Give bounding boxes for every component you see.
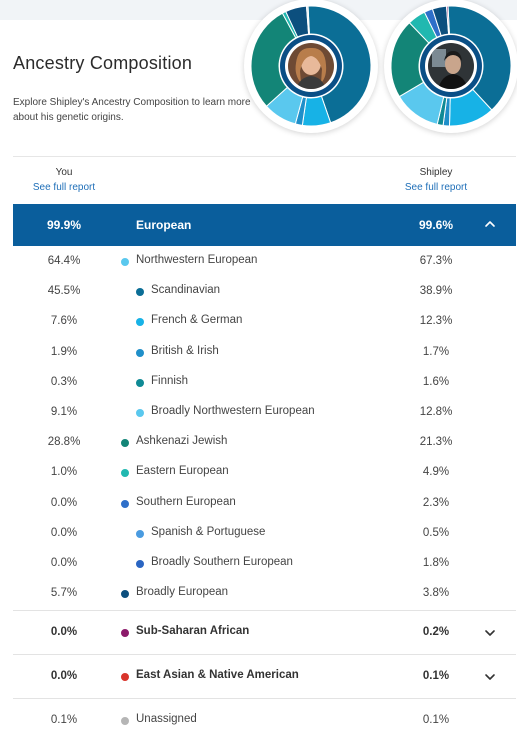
population-name: Broadly Southern European: [151, 556, 293, 568]
region-name: East Asian & Native American: [136, 669, 299, 681]
shipley-percent: 1.8%: [422, 557, 450, 569]
population-name: Broadly European: [136, 586, 229, 599]
you-percent: 0.0%: [50, 670, 78, 682]
ancestry-row[interactable]: 0.0% Broadly Southern European 1.8%: [13, 548, 516, 578]
you-column-label: You: [55, 167, 73, 178]
ancestry-row[interactable]: 0.3% Finnish 1.6%: [13, 367, 516, 397]
population-name: Ashkenazi Jewish: [136, 435, 228, 448]
you-percent: 5.7%: [50, 587, 78, 600]
shipley-percent: 0.5%: [422, 526, 450, 539]
region-dot-icon: [121, 717, 129, 725]
shipley-percent: 2.3%: [422, 496, 450, 509]
you-percent: 0.3%: [50, 375, 78, 388]
shipley-percent: 1.6%: [422, 375, 450, 388]
ancestry-row[interactable]: 1.9% British & Irish 1.7%: [13, 337, 516, 367]
population-name: French & German: [151, 314, 243, 327]
you-percent: 1.9%: [50, 345, 78, 358]
page-title: Ancestry Composition: [13, 53, 193, 73]
population-dot-icon: [121, 590, 129, 599]
shipley-percent: 38.9%: [419, 285, 453, 298]
region-row: 0.1% Unassigned 0.1%: [13, 698, 516, 740]
region-row[interactable]: 0.0% East Asian & Native American 0.1%: [13, 654, 516, 698]
shipley-full-report-link[interactable]: See full report: [404, 182, 468, 193]
region-dot-icon: [121, 629, 129, 637]
shipley-percent: 12.3%: [419, 315, 453, 328]
population-dot-icon: [121, 499, 129, 508]
population-name: Southern European: [136, 495, 236, 508]
population-dot-icon: [136, 288, 144, 297]
population-name: Eastern European: [136, 465, 229, 478]
your-avatar: [288, 43, 334, 89]
shipley-percent: 3.8%: [422, 587, 450, 600]
shipley-percent: 0.1%: [422, 670, 450, 682]
you-full-report-link[interactable]: See full report: [32, 182, 96, 193]
you-percent: 28.8%: [47, 436, 81, 449]
you-percent: 0.0%: [50, 557, 78, 569]
ancestry-row[interactable]: 5.7% Broadly European 3.8%: [13, 578, 516, 608]
shipley-ancestry-donut: [384, 0, 517, 133]
shipley-percent: 4.9%: [422, 466, 450, 479]
population-name: British & Irish: [151, 344, 219, 357]
population-dot-icon: [136, 318, 144, 327]
ancestry-row[interactable]: 28.8% Ashkenazi Jewish 21.3%: [13, 427, 516, 457]
you-percent: 9.1%: [50, 406, 78, 418]
top-band: [0, 0, 517, 20]
your-ancestry-donut: [244, 0, 378, 133]
you-percent: 1.0%: [50, 466, 78, 479]
population-dot-icon: [121, 439, 129, 448]
chevron-down-icon[interactable]: [481, 668, 499, 686]
population-dot-icon: [136, 409, 144, 417]
ancestry-row[interactable]: 64.4% Northwestern European 67.3%: [13, 246, 516, 276]
shipley-percent: 0.1%: [422, 714, 450, 726]
ancestry-row[interactable]: 0.0% Southern European 2.3%: [13, 488, 516, 518]
shipley-percent: 0.2%: [422, 626, 450, 638]
you-percent: 64.4%: [47, 255, 81, 267]
you-percent: 0.1%: [50, 714, 78, 726]
population-dot-icon: [136, 560, 144, 568]
comparison-header: You See full report Shipley See full rep…: [13, 156, 516, 204]
donut-segment: [307, 5, 372, 124]
ancestry-row[interactable]: 45.5% Scandinavian 38.9%: [13, 276, 516, 306]
population-dot-icon: [121, 258, 129, 266]
shipley-percent: 1.7%: [422, 345, 450, 358]
european-label: European: [136, 218, 192, 232]
donut-segment: [447, 5, 512, 111]
page-subtitle: Explore Shipley's Ancestry Composition t…: [13, 97, 251, 123]
shipley-percent: 67.3%: [419, 255, 453, 267]
shipley-column-label: Shipley: [419, 167, 453, 178]
population-dot-icon: [136, 378, 144, 387]
ancestry-row[interactable]: 7.6% French & German 12.3%: [13, 306, 516, 336]
ancestry-row[interactable]: 1.0% Eastern European 4.9%: [13, 457, 516, 487]
region-dot-icon: [121, 673, 129, 681]
population-dot-icon: [136, 529, 144, 538]
population-dot-icon: [121, 469, 129, 478]
region-name: Sub-Saharan African: [136, 625, 250, 637]
european-row[interactable]: 99.9% European 99.6%: [13, 204, 516, 246]
donut-segment: [305, 5, 310, 35]
european-you-percent: 99.9%: [46, 218, 82, 232]
population-name: Scandinavian: [151, 284, 221, 297]
shipley-percent: 12.8%: [419, 406, 453, 418]
you-percent: 0.0%: [50, 626, 78, 638]
you-percent: 0.0%: [50, 496, 78, 509]
you-percent: 0.0%: [50, 526, 78, 539]
european-shipley-percent: 99.6%: [418, 218, 454, 232]
ancestry-row[interactable]: 9.1% Broadly Northwestern European 12.8%: [13, 397, 516, 427]
region-row[interactable]: 0.0% Sub-Saharan African 0.2%: [13, 610, 516, 654]
shipley-avatar: [428, 43, 474, 89]
ancestry-row[interactable]: 0.0% Spanish & Portuguese 0.5%: [13, 518, 516, 548]
chevron-up-icon[interactable]: [481, 215, 499, 233]
you-percent: 7.6%: [50, 315, 78, 328]
population-name: Northwestern European: [136, 254, 258, 266]
chevron-down-icon[interactable]: [481, 624, 499, 642]
region-name: Unassigned: [136, 713, 197, 725]
donut-segment: [445, 5, 450, 35]
population-name: Spanish & Portuguese: [151, 525, 266, 538]
population-name: Finnish: [151, 374, 189, 387]
shipley-percent: 21.3%: [419, 436, 453, 449]
you-percent: 45.5%: [47, 285, 81, 298]
population-dot-icon: [136, 348, 144, 357]
population-name: Broadly Northwestern European: [151, 405, 315, 417]
